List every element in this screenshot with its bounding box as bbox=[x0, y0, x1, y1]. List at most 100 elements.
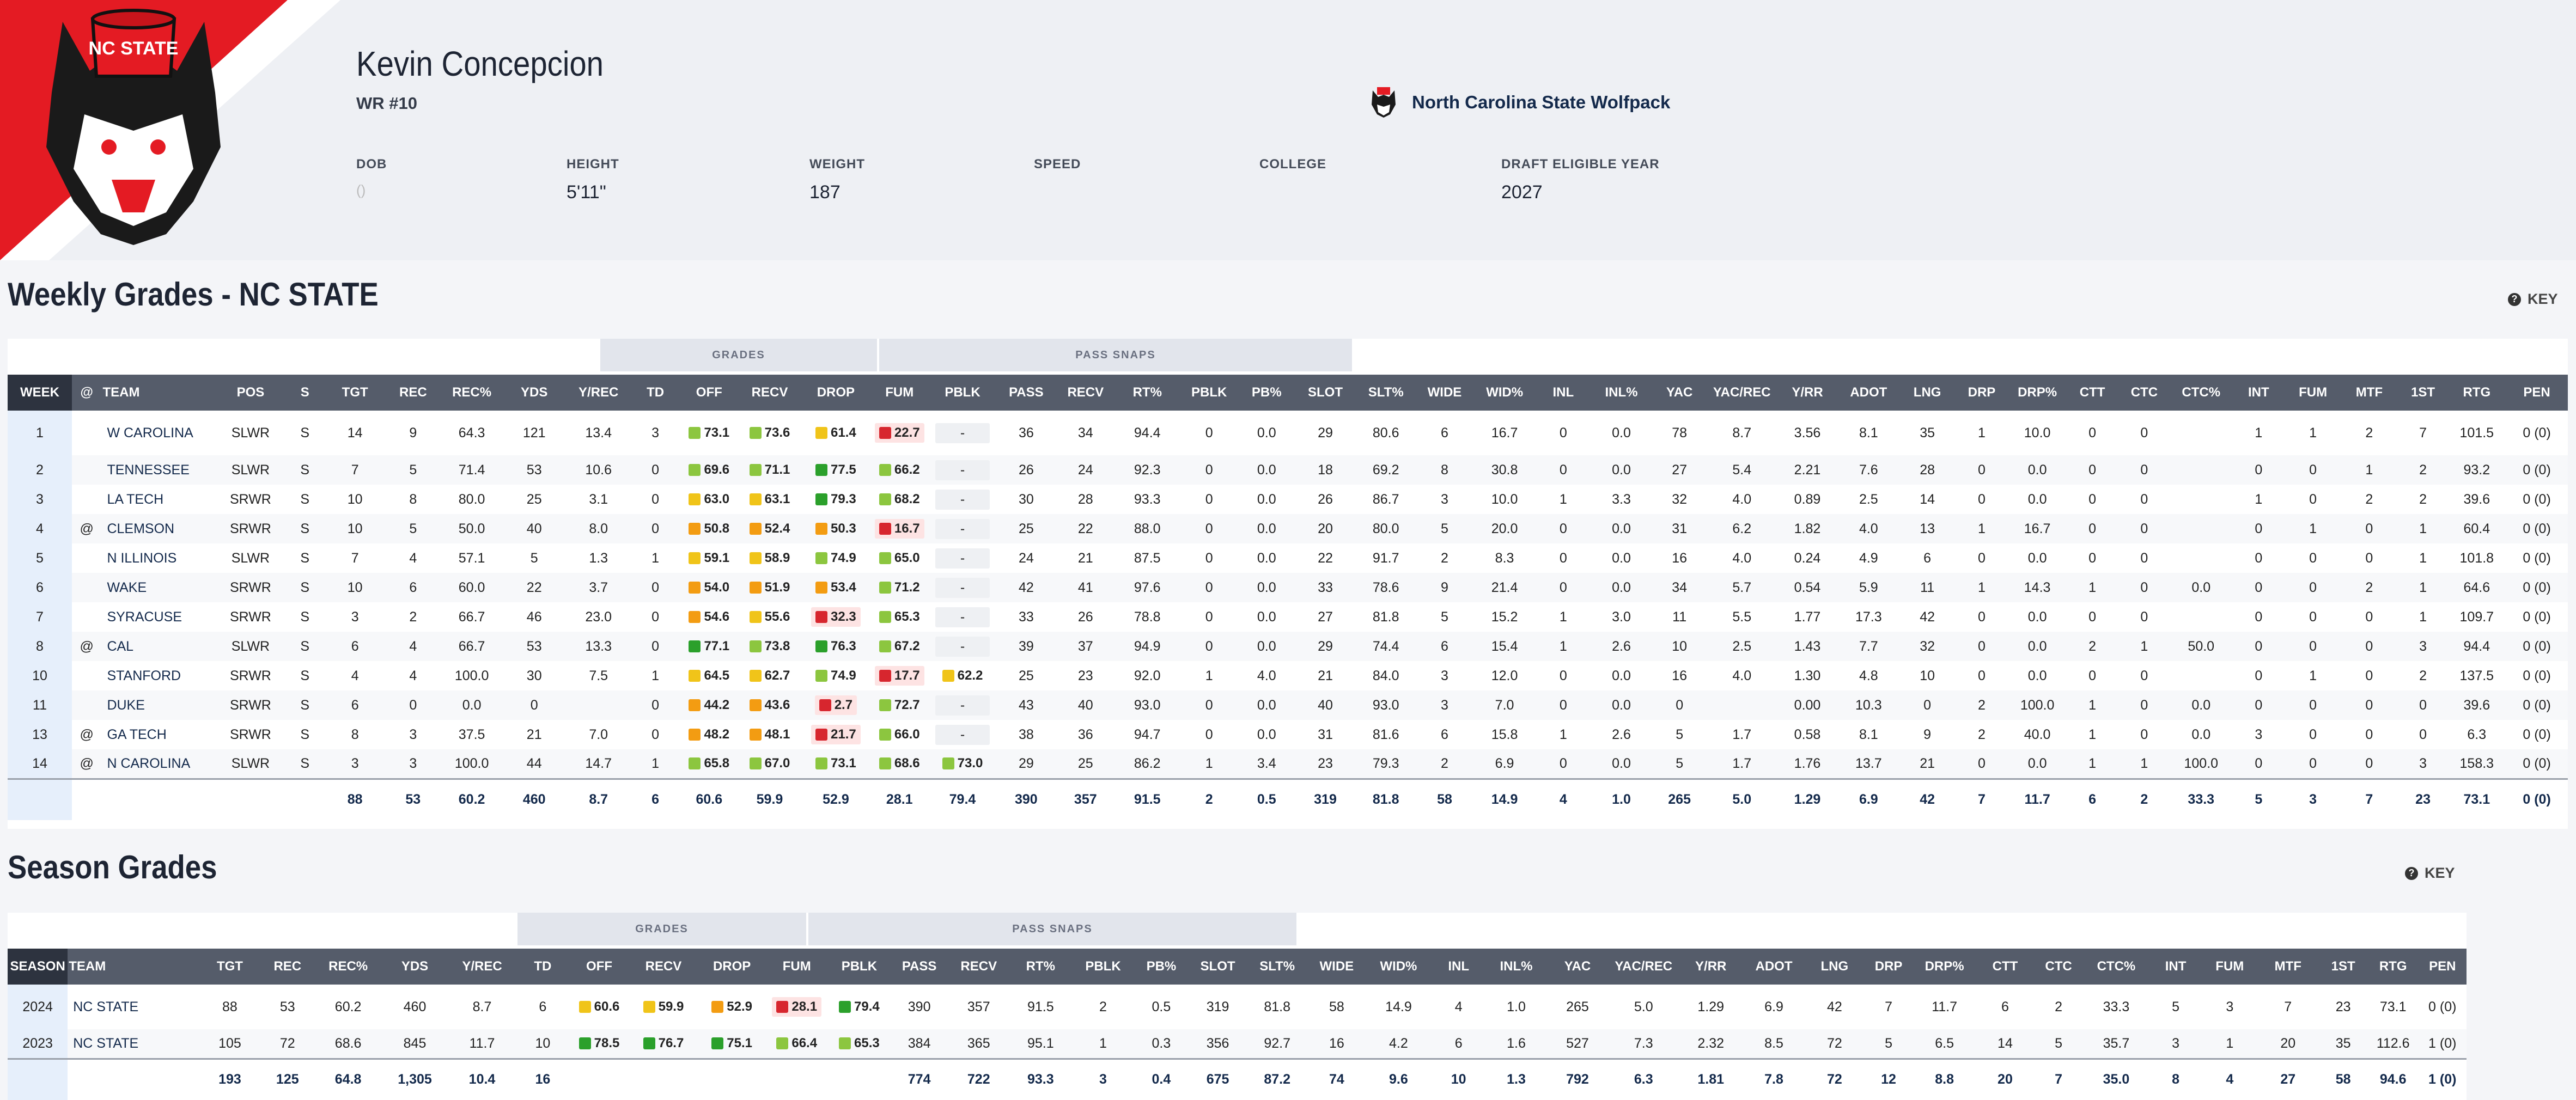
column-header-drp-pct[interactable]: DRP% bbox=[1913, 949, 1977, 985]
column-header-recv[interactable]: RECV bbox=[948, 949, 1009, 985]
cell-team[interactable]: NC STATE bbox=[73, 999, 139, 1015]
column-header-mtf[interactable]: MTF bbox=[2257, 949, 2319, 985]
column-header-rt-pct[interactable]: RT% bbox=[1009, 949, 1072, 985]
column-header-pblk[interactable]: PBLK bbox=[1071, 949, 1135, 985]
cell-team[interactable]: DUKE bbox=[101, 690, 217, 720]
column-header-fum[interactable]: FUM bbox=[2286, 375, 2341, 411]
cell-team[interactable]: WAKE bbox=[101, 573, 217, 602]
column-header-slot[interactable]: SLOT bbox=[1188, 949, 1247, 985]
column-header-rec-pct[interactable]: REC% bbox=[315, 949, 381, 985]
column-header-fum[interactable]: FUM bbox=[2202, 949, 2258, 985]
column-header-y-rec[interactable]: Y/REC bbox=[566, 375, 631, 411]
column-header-wide[interactable]: WIDE bbox=[1415, 375, 1474, 411]
column-header-rtg[interactable]: RTG bbox=[2447, 375, 2506, 411]
column-header-rec[interactable]: REC bbox=[385, 375, 442, 411]
column-header-off[interactable]: OFF bbox=[680, 375, 739, 411]
cell-team[interactable]: N ILLINOIS bbox=[107, 550, 177, 566]
cell-team[interactable]: STANFORD bbox=[107, 668, 181, 683]
column-header-drp[interactable]: DRP bbox=[1956, 375, 2008, 411]
column-header-pen[interactable]: PEN bbox=[2506, 375, 2568, 411]
column-header-adot[interactable]: ADOT bbox=[1743, 949, 1805, 985]
column-header-drp[interactable]: DRP bbox=[1864, 949, 1913, 985]
column-header-pblk[interactable]: PBLK bbox=[1179, 375, 1239, 411]
column-header-rec-pct[interactable]: REC% bbox=[441, 375, 502, 411]
column-header-tgt[interactable]: TGT bbox=[325, 375, 385, 411]
column-header-drp-pct[interactable]: DRP% bbox=[2007, 375, 2067, 411]
cell-team[interactable]: W CAROLINA bbox=[107, 425, 193, 441]
column-header-col[interactable]: @ bbox=[72, 375, 102, 411]
cell-team[interactable]: CLEMSON bbox=[101, 514, 217, 543]
column-header-recv[interactable]: RECV bbox=[1056, 375, 1116, 411]
season-key-button[interactable]: ? KEY bbox=[2405, 865, 2455, 882]
column-header-ctt[interactable]: CTT bbox=[2067, 375, 2118, 411]
column-header-ctt[interactable]: CTT bbox=[1976, 949, 2034, 985]
cell-team[interactable]: SYRACUSE bbox=[107, 609, 182, 625]
column-header-ctc[interactable]: CTC bbox=[2117, 375, 2171, 411]
column-header-yac[interactable]: YAC bbox=[1546, 949, 1609, 985]
column-header-drop[interactable]: DROP bbox=[801, 375, 870, 411]
column-header-pb-pct[interactable]: PB% bbox=[1239, 375, 1295, 411]
cell-team[interactable]: LA TECH bbox=[107, 491, 164, 507]
column-header-ctc-pct[interactable]: CTC% bbox=[2083, 949, 2149, 985]
column-header-rt-pct[interactable]: RT% bbox=[1115, 375, 1180, 411]
column-header-s[interactable]: S bbox=[284, 375, 326, 411]
column-header-yac-rec[interactable]: YAC/REC bbox=[1707, 375, 1777, 411]
column-header-slt-pct[interactable]: SLT% bbox=[1247, 949, 1307, 985]
column-header-y-rr[interactable]: Y/RR bbox=[1776, 375, 1838, 411]
weekly-key-button[interactable]: ? KEY bbox=[2508, 291, 2558, 308]
column-header-rtg[interactable]: RTG bbox=[2367, 949, 2419, 985]
column-header-lng[interactable]: LNG bbox=[1804, 949, 1865, 985]
column-header-tgt[interactable]: TGT bbox=[199, 949, 260, 985]
column-header-season[interactable]: SEASON bbox=[8, 949, 68, 985]
column-header-adot[interactable]: ADOT bbox=[1838, 375, 1899, 411]
cell-team[interactable]: GA TECH bbox=[107, 726, 167, 742]
column-header-recv[interactable]: RECV bbox=[738, 375, 801, 411]
cell-team[interactable]: TENNESSEE bbox=[101, 455, 217, 485]
column-header-int[interactable]: INT bbox=[2231, 375, 2286, 411]
column-header-1st[interactable]: 1ST bbox=[2398, 375, 2448, 411]
cell-team[interactable]: N CAROLINA bbox=[101, 749, 217, 779]
column-header-y-rec[interactable]: Y/REC bbox=[448, 949, 516, 985]
column-header-inl[interactable]: INL bbox=[1535, 375, 1591, 411]
cell-team[interactable]: NC STATE bbox=[68, 1029, 200, 1059]
column-header-1st[interactable]: 1ST bbox=[2318, 949, 2368, 985]
column-header-pb-pct[interactable]: PB% bbox=[1134, 949, 1189, 985]
column-header-yds[interactable]: YDS bbox=[381, 949, 449, 985]
column-header-drop[interactable]: DROP bbox=[698, 949, 766, 985]
column-header-slt-pct[interactable]: SLT% bbox=[1356, 375, 1416, 411]
cell-team[interactable]: CAL bbox=[101, 632, 217, 661]
column-header-pos[interactable]: POS bbox=[216, 375, 285, 411]
column-header-ctc-pct[interactable]: CTC% bbox=[2171, 375, 2232, 411]
column-header-yac[interactable]: YAC bbox=[1652, 375, 1708, 411]
column-header-inl-pct[interactable]: INL% bbox=[1486, 949, 1546, 985]
column-header-lng[interactable]: LNG bbox=[1898, 375, 1956, 411]
column-header-pen[interactable]: PEN bbox=[2418, 949, 2467, 985]
column-header-team[interactable]: TEAM bbox=[68, 949, 200, 985]
column-header-off[interactable]: OFF bbox=[569, 949, 629, 985]
column-header-wide[interactable]: WIDE bbox=[1307, 949, 1366, 985]
column-header-pass[interactable]: PASS bbox=[996, 375, 1056, 411]
column-header-pass[interactable]: PASS bbox=[890, 949, 948, 985]
team-link[interactable]: North Carolina State Wolfpack bbox=[1369, 85, 1670, 120]
column-header-recv[interactable]: RECV bbox=[629, 949, 698, 985]
column-header-td[interactable]: TD bbox=[515, 949, 570, 985]
column-header-team[interactable]: TEAM bbox=[101, 375, 217, 411]
column-header-wid-pct[interactable]: WID% bbox=[1366, 949, 1431, 985]
column-header-mtf[interactable]: MTF bbox=[2340, 375, 2398, 411]
column-header-rec[interactable]: REC bbox=[260, 949, 315, 985]
column-header-ctc[interactable]: CTC bbox=[2033, 949, 2084, 985]
column-header-int[interactable]: INT bbox=[2149, 949, 2202, 985]
column-header-inl-pct[interactable]: INL% bbox=[1591, 375, 1652, 411]
column-header-pblk[interactable]: PBLK bbox=[828, 949, 891, 985]
column-header-yds[interactable]: YDS bbox=[502, 375, 567, 411]
column-header-yac-rec[interactable]: YAC/REC bbox=[1609, 949, 1679, 985]
column-header-wid-pct[interactable]: WID% bbox=[1473, 375, 1536, 411]
column-header-y-rr[interactable]: Y/RR bbox=[1678, 949, 1744, 985]
column-header-slot[interactable]: SLOT bbox=[1294, 375, 1356, 411]
column-header-fum[interactable]: FUM bbox=[765, 949, 829, 985]
column-header-inl[interactable]: INL bbox=[1430, 949, 1487, 985]
column-header-week[interactable]: WEEK bbox=[8, 375, 72, 411]
column-header-pblk[interactable]: PBLK bbox=[928, 375, 997, 411]
column-header-fum[interactable]: FUM bbox=[870, 375, 929, 411]
column-header-td[interactable]: TD bbox=[630, 375, 680, 411]
